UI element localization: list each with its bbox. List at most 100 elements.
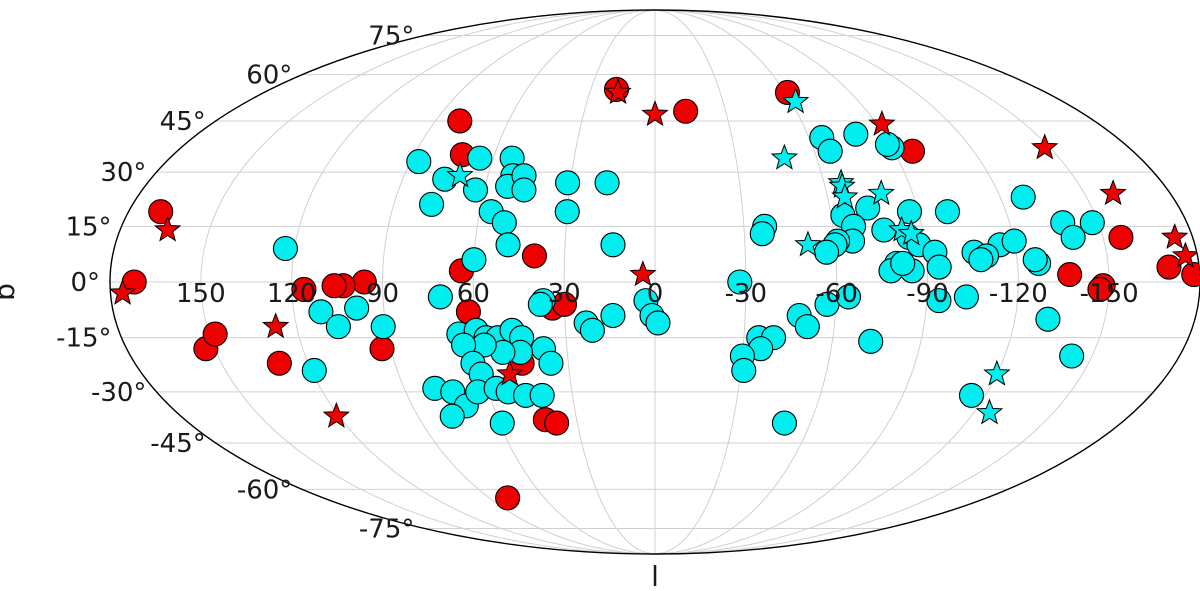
x-tick-label: -120 [989, 279, 1048, 309]
red-circle-point [148, 199, 174, 225]
cyan-star-point [983, 359, 1011, 386]
cyan-star-point [794, 230, 822, 257]
cyan-circle-point [1010, 184, 1036, 210]
cyan-star-point [781, 87, 810, 114]
cyan-circle-point [489, 410, 515, 436]
cyan-circle-point [1035, 306, 1061, 332]
cyan-circle-point [645, 310, 671, 336]
cyan-circle-point [843, 121, 869, 147]
red-star-point [153, 215, 182, 242]
y-tick-label: 30° [100, 158, 146, 188]
y-tick-label: 75° [368, 22, 414, 52]
red-star-point [1160, 222, 1189, 250]
red-star-point [322, 401, 351, 428]
y-tick-label: -75° [359, 514, 414, 544]
x-tick-label: -150 [1080, 279, 1139, 309]
cyan-circle-point [511, 177, 537, 203]
grid-meridian [654, 10, 838, 554]
grid-meridian [654, 10, 929, 554]
cyan-circle-point [594, 170, 620, 196]
cyan-star-point [770, 143, 799, 170]
cyan-circle-point [554, 199, 580, 225]
cyan-circle-point [1059, 343, 1085, 369]
cyan-circle-point [538, 350, 564, 376]
grid-meridian [472, 10, 656, 554]
y-tick-label: 60° [246, 61, 292, 91]
cyan-circle-point [461, 247, 487, 273]
cyan-circle-point [1001, 228, 1027, 254]
cyan-circle-point [325, 314, 351, 340]
cyan-circle-point [874, 131, 900, 157]
cyan-circle-point [579, 317, 605, 343]
red-star-point [641, 100, 669, 127]
x-tick-label: -30 [725, 279, 767, 309]
cyan-circle-point [731, 357, 757, 384]
red-circle-point [1087, 276, 1113, 303]
y-tick-labels: 75° 60° 45° 30° 15° 0° -15° -30°-45° -60° -75° [56, 22, 414, 545]
red-circle-point [1108, 224, 1134, 250]
cyan-circle-point [301, 357, 327, 384]
red-circle-point [521, 243, 547, 269]
cyan-circle-point [749, 221, 775, 247]
x-tick-label: 90 [366, 279, 399, 309]
red-circle-point [544, 410, 570, 436]
red-star-point [1031, 133, 1059, 160]
cyan-circle-point [308, 299, 334, 325]
grid-meridian [381, 10, 656, 554]
cyan-circle-point [727, 269, 753, 295]
cyan-circle-point [462, 177, 489, 203]
x-tick-label: 30 [548, 279, 581, 309]
cyan-circle-point [495, 232, 521, 258]
cyan-circle-point [771, 410, 797, 436]
red-star-point [868, 109, 896, 136]
cyan-circle-point [871, 217, 897, 243]
data-points [110, 76, 1200, 511]
cyan-star-point [897, 219, 925, 246]
red-circle-point [1057, 261, 1083, 288]
cyan-circle-point [953, 284, 979, 310]
red-circle-point [369, 336, 395, 362]
cyan-star-point [831, 182, 859, 209]
x-tick-label: 150 [176, 279, 226, 309]
grid-lines [110, 10, 1200, 554]
y-tick-label: 0° [70, 268, 100, 298]
cyan-circle-point [813, 239, 840, 265]
cyan-circle-point [926, 288, 952, 314]
x-tick-label: 120 [267, 279, 317, 309]
red-star-point [261, 312, 290, 339]
red-star-point [1099, 179, 1127, 206]
cyan-star-point [867, 179, 895, 206]
cyan-circle-point [958, 382, 985, 408]
cyan-circle-point [344, 295, 370, 321]
red-circle-point [447, 108, 473, 134]
red-circle-point [321, 273, 347, 299]
grid-meridian [291, 10, 656, 554]
cyan-circle-point [419, 191, 445, 217]
cyan-circle-point [406, 149, 432, 175]
cyan-circle-point [896, 199, 923, 225]
cyan-circle-point [890, 250, 916, 276]
red-circle-point [266, 350, 292, 376]
cyan-circle-point [1079, 210, 1105, 236]
cyan-circle-point [467, 145, 493, 171]
cyan-circle-point [432, 166, 458, 192]
y-tick-label: -60° [237, 475, 292, 505]
red-circle-point [673, 98, 699, 124]
y-tick-label: -45° [150, 429, 205, 459]
plot-boundary [109, 9, 1200, 555]
red-circle-point [202, 321, 228, 347]
cyan-circle-point [926, 254, 952, 280]
y-tick-label: -15° [56, 324, 111, 354]
y-axis-label: b [0, 283, 21, 301]
red-star-point [1171, 241, 1200, 268]
red-star-point [495, 359, 524, 386]
cyan-circle-point [817, 138, 843, 164]
cyan-circle-point [529, 382, 555, 408]
cyan-circle-point [934, 199, 961, 225]
y-tick-label: 45° [160, 107, 206, 137]
cyan-circle-point [858, 328, 884, 354]
red-circle-point [1156, 254, 1182, 280]
cyan-circle-point [491, 210, 517, 236]
x-tick-label: -60 [815, 279, 857, 309]
